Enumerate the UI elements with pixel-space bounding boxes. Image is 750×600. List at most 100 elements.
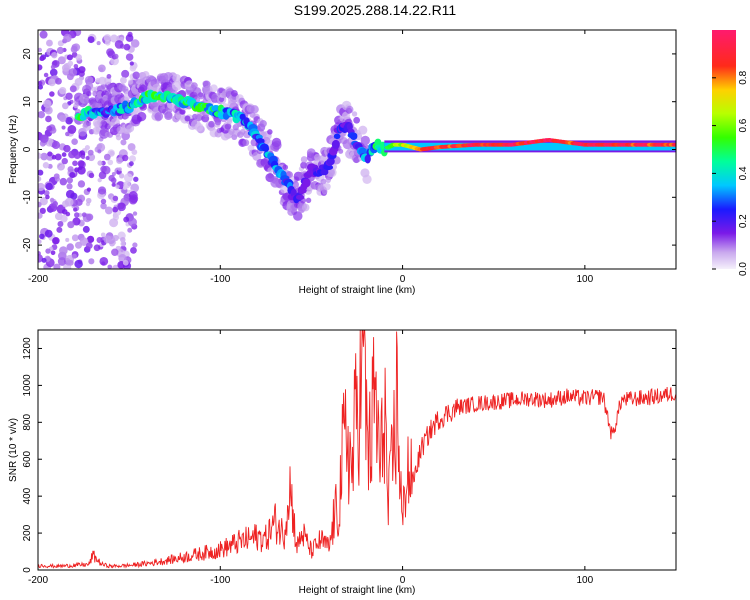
noise-blob [123, 43, 131, 51]
noise-blob [87, 149, 94, 156]
colorbar-tick-label: 0.4 [738, 166, 749, 180]
noise-blob [96, 236, 103, 244]
noise-blob [112, 206, 119, 213]
noise-blob [66, 183, 73, 190]
halo-blob [224, 123, 232, 130]
noise-blob [96, 41, 101, 46]
noise-blob [60, 214, 68, 223]
noise-blob [39, 55, 45, 62]
noise-blob [61, 102, 69, 110]
noise-blob [74, 212, 80, 218]
noise-blob [123, 184, 128, 190]
ridge-blob [331, 139, 340, 149]
noise-blob [86, 235, 95, 244]
band-core [671, 142, 676, 147]
noise-blob [78, 66, 86, 74]
ridge-blob [333, 133, 341, 140]
noise-blob [120, 76, 127, 84]
noise-blob [40, 134, 49, 144]
noise-blob [127, 143, 136, 152]
noise-blob [131, 40, 137, 46]
noise-blob [99, 257, 109, 266]
noise-blob [65, 116, 73, 125]
noise-blob [50, 64, 56, 70]
noise-blob [57, 257, 67, 266]
noise-blob [97, 177, 102, 183]
noise-blob [59, 246, 68, 255]
noise-blob [66, 177, 73, 184]
noise-blob [72, 51, 78, 57]
halo-blob [230, 89, 238, 97]
band-mid [384, 142, 676, 151]
noise-blob [44, 106, 53, 115]
noise-blob [122, 259, 129, 266]
noise-blob [85, 242, 93, 250]
halo-blob [191, 82, 198, 89]
halo-blob [126, 124, 135, 133]
noise-blob [116, 157, 123, 164]
noise-blob [118, 173, 125, 179]
halo-blob [136, 111, 147, 122]
noise-blob [52, 237, 60, 245]
noise-blob [43, 99, 52, 109]
halo-blob [197, 92, 204, 98]
snr-line [38, 330, 676, 569]
noise-blob [44, 229, 53, 238]
noise-blob [79, 237, 89, 246]
halo-blob [353, 156, 360, 164]
noise-blob [71, 253, 77, 259]
noise-blob [113, 53, 119, 59]
noise-blob [85, 155, 90, 161]
noise-blob [88, 258, 95, 265]
noise-blob [121, 69, 130, 78]
noise-blob [87, 36, 95, 44]
halo-blob [95, 102, 103, 110]
noise-blob [45, 115, 52, 123]
noise-blob [65, 237, 70, 242]
colorbar-tick-label: 0.6 [738, 118, 749, 132]
noise-blob [68, 68, 78, 77]
noise-blob [61, 208, 68, 215]
plot-frame [37, 329, 677, 571]
noise-blob [100, 202, 107, 210]
halo-blob [218, 96, 225, 103]
halo-blob [272, 140, 282, 150]
noise-blob [65, 131, 70, 137]
ridge-blob [350, 133, 358, 140]
noise-blob [129, 194, 139, 204]
noise-blob [128, 161, 134, 167]
noise-blob [122, 154, 129, 162]
halo-blob [358, 125, 368, 135]
ridge-blob [302, 178, 311, 188]
halo-blob [323, 183, 331, 191]
noise-blob [46, 39, 53, 47]
noise-blob [66, 243, 74, 251]
noise-blob [48, 78, 56, 87]
noise-blob [63, 144, 71, 153]
noise-blob [61, 125, 66, 130]
noise-blob [38, 84, 43, 90]
noise-blob [100, 165, 107, 173]
noise-blob [43, 190, 50, 196]
x-tick-label: -100 [210, 575, 230, 586]
noise-blob [129, 64, 137, 72]
halo-blob [91, 86, 97, 92]
noise-blob [69, 85, 77, 93]
noise-blob [107, 159, 114, 166]
halo-blob [353, 116, 361, 124]
x-tick-label: -200 [28, 274, 48, 285]
noise-blob [81, 212, 87, 218]
noise-blob [84, 144, 90, 151]
noise-blob [66, 54, 73, 61]
noise-blob [61, 64, 70, 72]
halo-blob [360, 135, 370, 146]
noise-blob [131, 149, 138, 156]
noise-blob [120, 236, 126, 243]
noise-blob [47, 151, 53, 157]
noise-blob [49, 68, 58, 77]
noise-blob [111, 182, 116, 187]
noise-blob [56, 46, 64, 55]
noise-blob [112, 195, 119, 202]
noise-blob [120, 139, 127, 146]
